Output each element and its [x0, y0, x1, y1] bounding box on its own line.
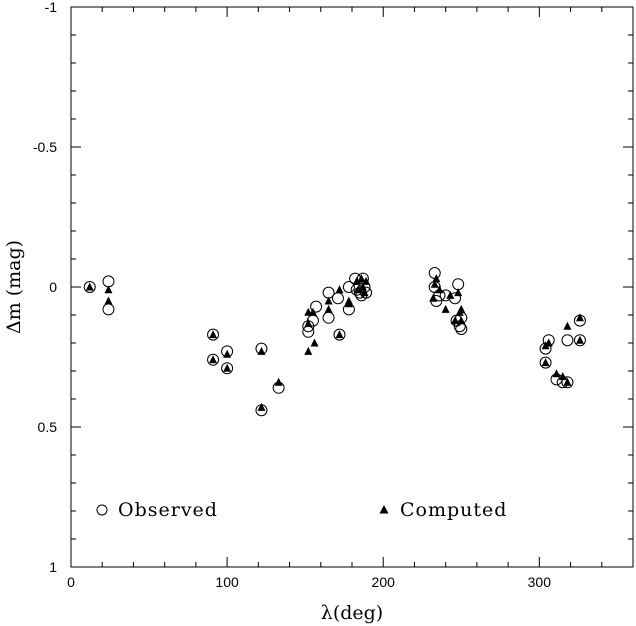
computed-point	[541, 358, 550, 367]
observed-point	[333, 328, 346, 341]
y-axis-title: Δm (mag)	[3, 240, 25, 334]
legend-computed-label: Computed	[400, 499, 507, 521]
observed-point	[573, 334, 586, 347]
x-tick-label: 200	[372, 574, 396, 590]
computed-point	[441, 304, 450, 313]
computed-point	[454, 288, 463, 297]
legend-computed-marker	[379, 505, 389, 514]
x-tick-label: 300	[528, 574, 552, 590]
computed-point	[563, 321, 572, 330]
observed-point	[207, 328, 220, 341]
computed-point	[209, 355, 218, 364]
observed-point	[322, 311, 335, 324]
computed-point	[457, 304, 466, 313]
computed-point	[104, 285, 113, 294]
observed-point	[331, 292, 344, 305]
computed-point	[324, 304, 333, 313]
legend-observed-label: Observed	[118, 499, 218, 521]
y-tick-label: -0.5	[33, 139, 57, 155]
x-tick-label: 0	[67, 574, 75, 590]
computed-point	[360, 288, 369, 297]
computed-point	[354, 285, 363, 294]
observed-point	[452, 278, 465, 291]
observed-point	[539, 356, 552, 369]
computed-point	[432, 274, 441, 283]
computed-point	[558, 372, 567, 381]
observed-point	[207, 353, 220, 366]
computed-point	[430, 279, 439, 288]
observed-point	[561, 334, 574, 347]
computed-point	[310, 338, 319, 347]
x-tick-label: 100	[215, 574, 239, 590]
legend: Observed Computed	[96, 499, 507, 521]
computed-point	[257, 346, 266, 355]
y-tick-label: 0.5	[38, 419, 58, 435]
computed-point	[435, 285, 444, 294]
computed-point	[357, 274, 366, 283]
observed-point	[561, 376, 574, 389]
computed-point	[308, 307, 317, 316]
computed-point	[304, 318, 313, 327]
computed-point	[344, 299, 353, 308]
observed-point	[102, 303, 115, 316]
computed-point	[352, 276, 361, 285]
computed-point	[257, 402, 266, 411]
data-points	[83, 267, 586, 417]
computed-point	[358, 282, 367, 291]
computed-point	[324, 296, 333, 305]
computed-point	[457, 316, 466, 325]
computed-point	[335, 285, 344, 294]
y-tick-label: 1	[49, 559, 57, 575]
observed-point	[342, 281, 355, 293]
computed-point	[429, 293, 438, 302]
observed-point	[310, 300, 323, 313]
computed-point	[575, 313, 584, 322]
computed-point	[446, 290, 455, 299]
observed-point	[221, 362, 234, 375]
computed-point	[209, 330, 218, 339]
y-tick-label: 0	[49, 279, 57, 295]
computed-point	[575, 335, 584, 344]
x-axis-title: λ(deg)	[321, 602, 383, 624]
computed-point	[85, 282, 94, 291]
observed-point	[428, 267, 441, 279]
computed-point	[544, 338, 553, 347]
legend-observed-marker	[96, 504, 108, 516]
observed-point	[102, 275, 115, 288]
computed-point	[362, 276, 371, 285]
computed-point	[335, 330, 344, 339]
computed-point	[552, 369, 561, 378]
y-tick-label: -1	[45, 0, 58, 15]
axis-ticks: 0 100 200 300 -1 -0.5 0 0.5 1	[33, 0, 634, 590]
observed-point	[83, 281, 96, 293]
observed-point	[455, 323, 468, 335]
computed-point	[451, 316, 460, 325]
computed-point	[563, 377, 572, 386]
computed-point	[304, 346, 313, 355]
computed-point	[274, 377, 283, 386]
computed-point	[223, 363, 232, 372]
computed-point	[223, 349, 232, 358]
computed-point	[104, 296, 113, 305]
